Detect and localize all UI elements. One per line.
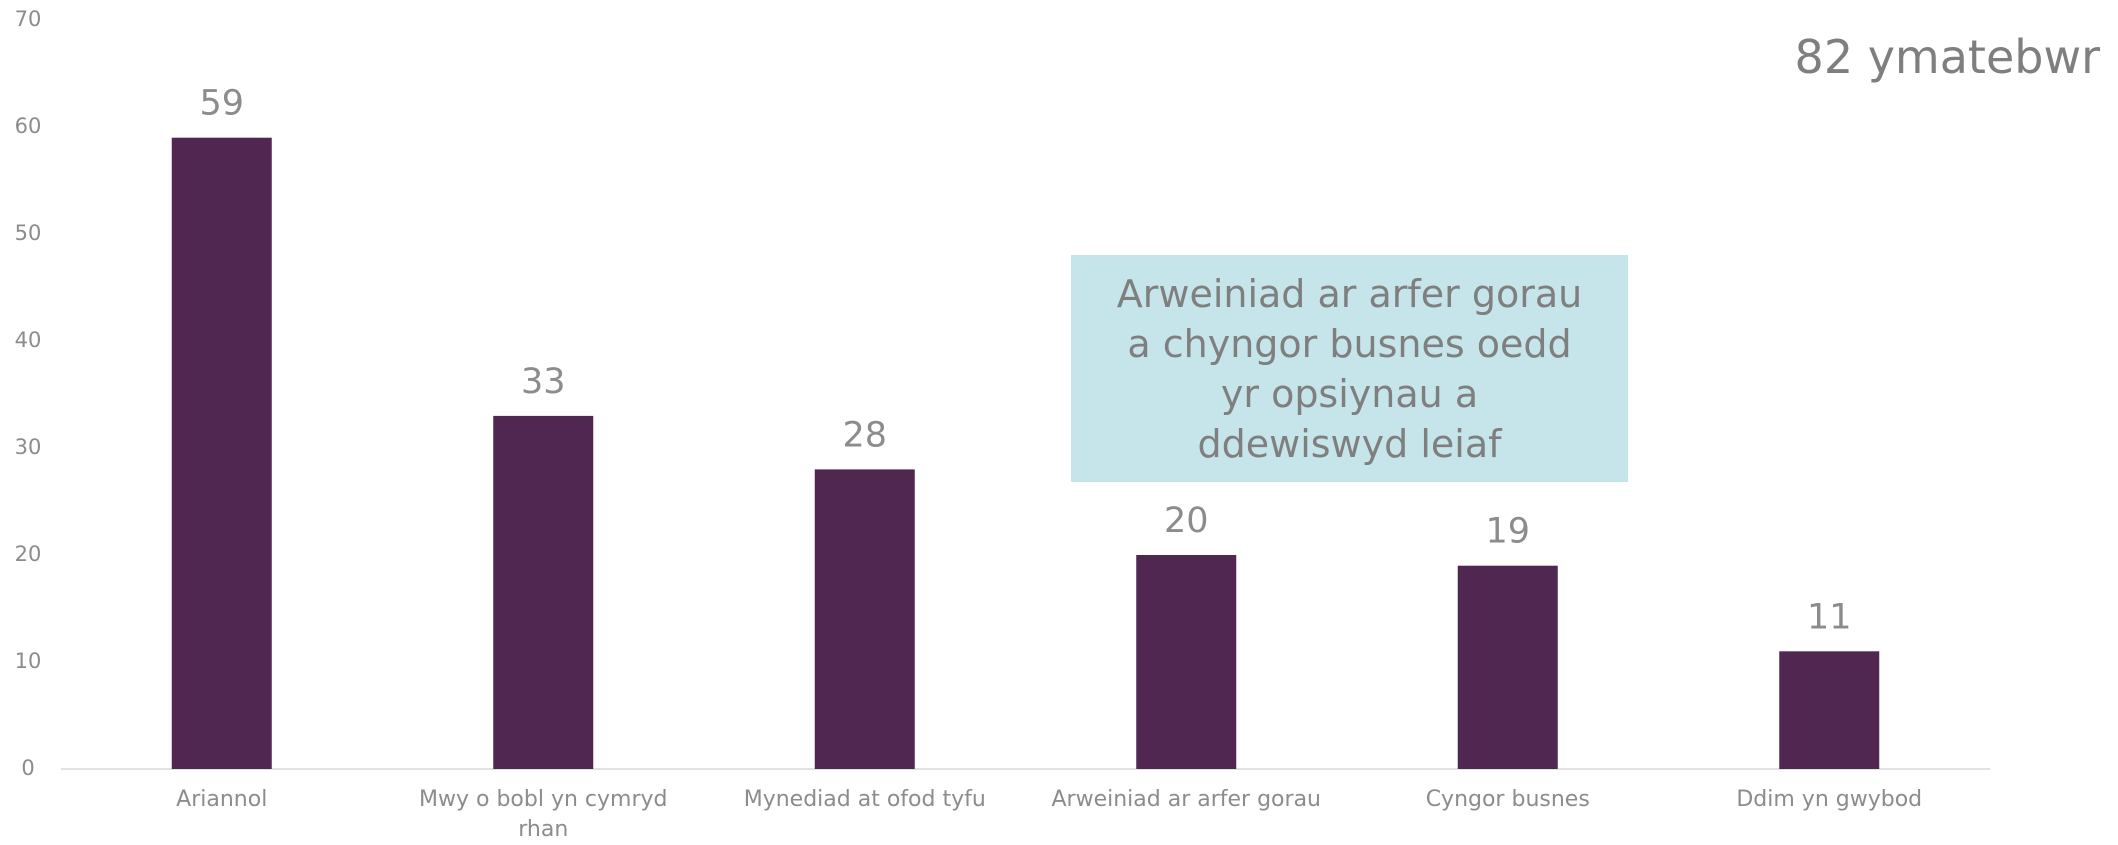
y-tick-label: 50 bbox=[15, 221, 42, 245]
x-tick-label: Mynediad at ofod tyfu bbox=[743, 787, 986, 812]
x-tick-label: Mwy o bobl yn cymryd rhan bbox=[419, 787, 668, 842]
bar bbox=[171, 137, 272, 769]
y-tick-label: 20 bbox=[15, 542, 42, 566]
bar bbox=[814, 469, 915, 769]
data-label: 11 bbox=[1807, 597, 1852, 637]
y-tick-label: 70 bbox=[15, 7, 42, 31]
y-tick-label: 40 bbox=[15, 328, 42, 352]
bar bbox=[493, 415, 594, 769]
data-label: 20 bbox=[1164, 501, 1209, 541]
data-label: 28 bbox=[842, 415, 887, 455]
y-tick-label: 30 bbox=[15, 435, 42, 459]
data-label: 59 bbox=[199, 84, 244, 124]
bar bbox=[1779, 651, 1880, 769]
bar bbox=[1457, 565, 1558, 769]
annotation: Arweiniad ar arfer gorau a chyngor busne… bbox=[1071, 255, 1628, 482]
y-tick-label: 60 bbox=[15, 114, 42, 138]
x-tick-label: Cyngor busnes bbox=[1425, 787, 1590, 812]
bar bbox=[1136, 555, 1237, 769]
x-tick-label: Ariannol bbox=[176, 787, 268, 812]
data-label: 33 bbox=[521, 362, 566, 402]
x-tick-label: Arweiniad ar arfer gorau bbox=[1051, 787, 1322, 812]
y-tick-label: 10 bbox=[15, 649, 42, 673]
respondents: 82 ymatebwr bbox=[1794, 30, 2100, 84]
x-tick-label: Ddim yn gwybod bbox=[1736, 787, 1923, 812]
y-tick-label: 0 bbox=[21, 756, 34, 780]
data-label: 19 bbox=[1485, 512, 1530, 552]
